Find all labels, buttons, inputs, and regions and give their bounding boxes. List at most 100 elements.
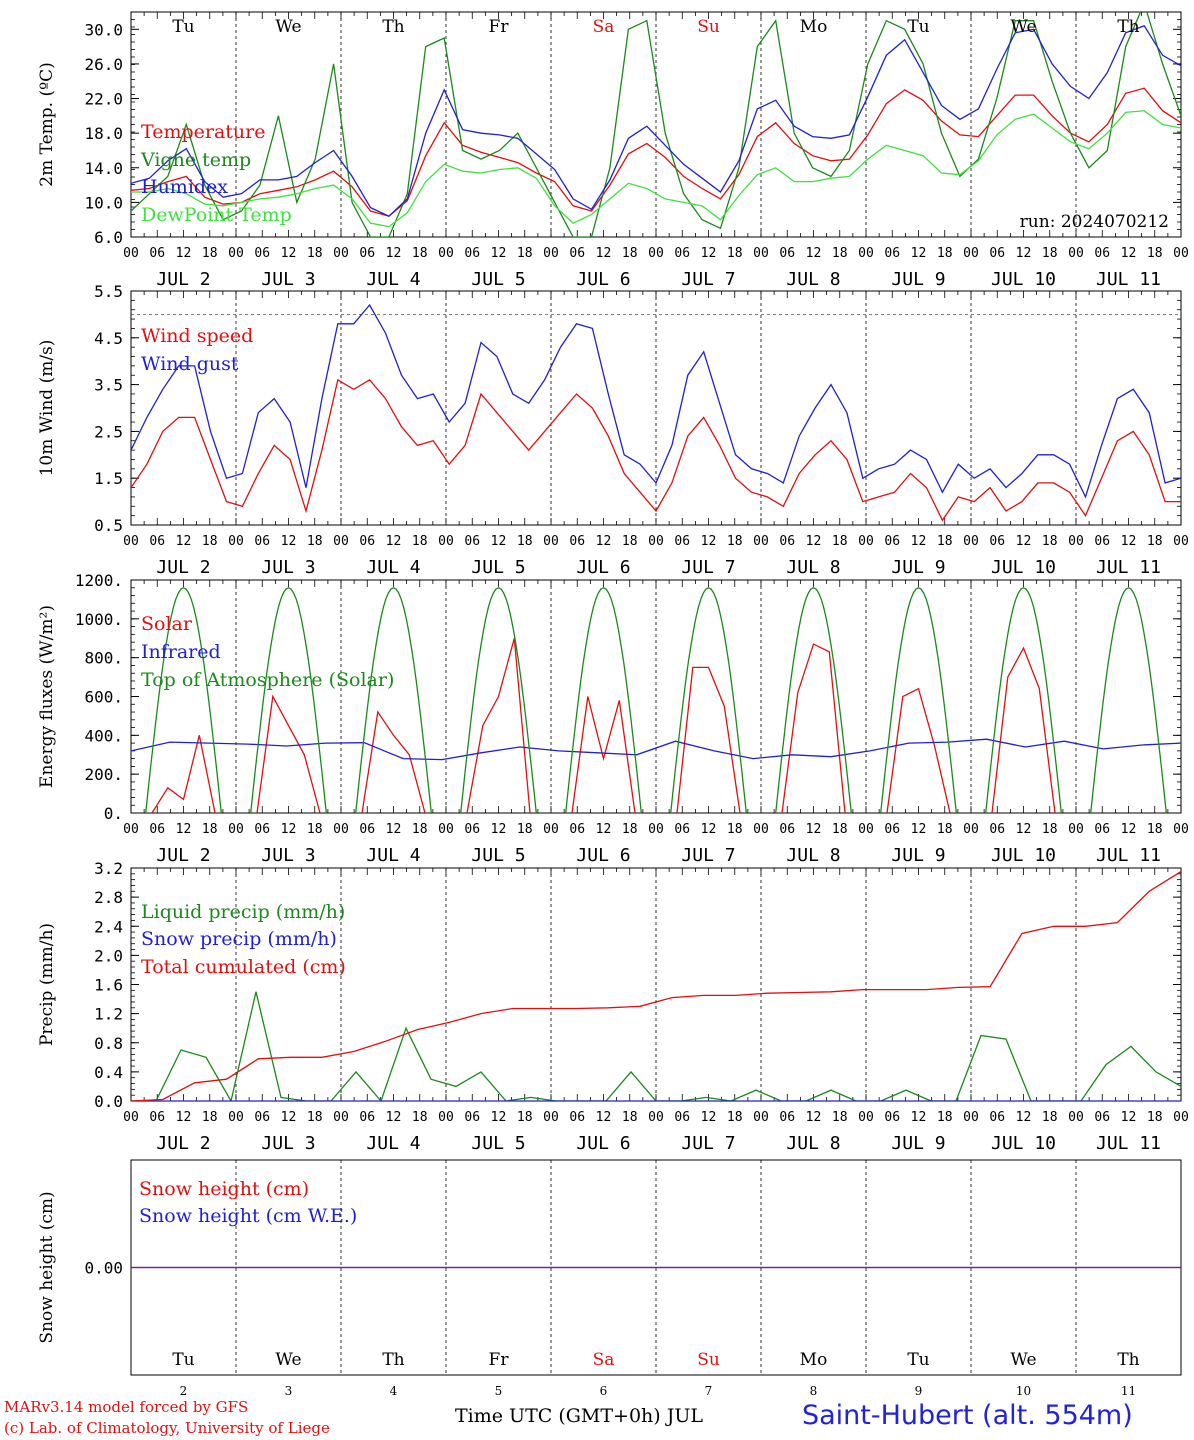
date-label: JUL 6 [576, 845, 630, 866]
hour-tick-label: 00 [1173, 246, 1189, 261]
hour-tick-label: 06 [1094, 1110, 1110, 1125]
hour-tick-label: 06 [569, 1110, 585, 1125]
hour-tick-label: 06 [884, 822, 900, 837]
hour-tick-label: 00 [333, 1110, 349, 1125]
hour-tick-label: 12 [281, 534, 297, 549]
hour-tick-label: 00 [648, 246, 664, 261]
hour-tick-label: 18 [1147, 534, 1163, 549]
hour-tick-label: 12 [281, 822, 297, 837]
day-number-label: 5 [495, 1384, 503, 1398]
hour-tick-label: 06 [149, 246, 165, 261]
hour-tick-label: 12 [176, 1110, 192, 1125]
hour-tick-label: 12 [1016, 1110, 1032, 1125]
hour-tick-label: 06 [989, 246, 1005, 261]
date-label: JUL 8 [786, 845, 840, 866]
hour-tick-label: 18 [517, 1110, 533, 1125]
series-infrared [131, 738, 1181, 761]
day-number-label: 3 [285, 1384, 293, 1398]
hour-tick-label: 18 [412, 534, 428, 549]
hour-tick-label: 00 [228, 246, 244, 261]
legend-temperature: Temperature [141, 121, 265, 143]
date-label: JUL 2 [156, 845, 210, 866]
hour-tick-label: 00 [438, 534, 454, 549]
hour-tick-label: 12 [491, 822, 507, 837]
hour-tick-label: 06 [254, 534, 270, 549]
legend-solar: Solar [141, 613, 193, 635]
hour-tick-label: 12 [1121, 246, 1137, 261]
hour-tick-label: 06 [674, 822, 690, 837]
hour-tick-label: 06 [254, 822, 270, 837]
y-tick-label: 1000. [75, 610, 123, 629]
date-label: JUL 3 [261, 1133, 315, 1154]
hour-tick-label: 00 [1173, 1110, 1189, 1125]
hour-tick-label: 18 [832, 1110, 848, 1125]
hour-tick-label: 18 [412, 246, 428, 261]
date-label: JUL 7 [681, 1133, 735, 1154]
hour-tick-label: 18 [202, 1110, 218, 1125]
hour-tick-label: 12 [1016, 822, 1032, 837]
hour-tick-label: 06 [779, 246, 795, 261]
hour-tick-label: 00 [543, 534, 559, 549]
hour-tick-label: 12 [1121, 1110, 1137, 1125]
hour-tick-label: 06 [884, 534, 900, 549]
weekday-label: Fr [489, 17, 510, 37]
hour-tick-label: 18 [307, 534, 323, 549]
hour-tick-label: 12 [176, 246, 192, 261]
weekday-label: We [1010, 17, 1036, 37]
hour-tick-label: 00 [1068, 534, 1084, 549]
hour-tick-label: 12 [806, 534, 822, 549]
hour-tick-label: 06 [779, 822, 795, 837]
date-label: JUL 4 [366, 557, 420, 578]
date-label: JUL 6 [576, 269, 630, 290]
hour-tick-label: 06 [569, 246, 585, 261]
panel-1 [130, 11, 1182, 238]
hour-tick-label: 06 [359, 534, 375, 549]
date-label: JUL 2 [156, 557, 210, 578]
hour-tick-label: 18 [832, 534, 848, 549]
hour-tick-label: 18 [202, 822, 218, 837]
y-tick-label: 2.8 [94, 888, 123, 907]
hour-tick-label: 00 [333, 822, 349, 837]
y-tick-label: 3.2 [94, 859, 123, 878]
legend-top-of-atmosphere-solar-: Top of Atmosphere (Solar) [141, 669, 394, 691]
hour-tick-label: 12 [596, 246, 612, 261]
y-tick-label: 22.0 [84, 90, 123, 109]
weekday-label: Tu [172, 17, 194, 37]
hour-tick-label: 12 [911, 246, 927, 261]
hour-tick-label: 00 [123, 534, 139, 549]
series-wind-gust [131, 303, 1181, 499]
day-number-label: 2 [180, 1384, 188, 1398]
y-tick-label: 6.0 [94, 228, 123, 247]
weekday-label: We [275, 17, 301, 37]
hour-tick-label: 00 [438, 1110, 454, 1125]
y-tick-label: 30.0 [84, 20, 123, 39]
panel-4 [130, 867, 1182, 1102]
hour-tick-label: 00 [858, 534, 874, 549]
hour-tick-label: 00 [228, 1110, 244, 1125]
hour-tick-label: 12 [176, 822, 192, 837]
date-label: JUL 2 [156, 269, 210, 290]
series-dewpoint-temp [131, 110, 1181, 228]
hour-tick-label: 12 [911, 822, 927, 837]
hour-tick-label: 12 [701, 1110, 717, 1125]
hour-tick-label: 06 [674, 246, 690, 261]
weekday-label: Th [382, 1350, 404, 1370]
hour-tick-label: 00 [333, 534, 349, 549]
hour-tick-label: 18 [517, 246, 533, 261]
hour-tick-label: 00 [228, 822, 244, 837]
series-wind-speed [131, 378, 1181, 522]
hour-tick-label: 00 [753, 534, 769, 549]
hour-tick-label: 00 [228, 534, 244, 549]
hour-tick-label: 06 [464, 1110, 480, 1125]
date-label: JUL 9 [891, 1133, 945, 1154]
hour-tick-label: 12 [281, 246, 297, 261]
hour-tick-label: 12 [701, 822, 717, 837]
y-axis-label: 2m Temp. (ºC) [37, 62, 57, 187]
weekday-label: Mo [800, 1350, 828, 1370]
panel-5 [130, 1159, 1182, 1376]
hour-tick-label: 18 [727, 534, 743, 549]
date-label: JUL 8 [786, 557, 840, 578]
day-number-label: 8 [810, 1384, 818, 1398]
hour-tick-label: 00 [963, 534, 979, 549]
